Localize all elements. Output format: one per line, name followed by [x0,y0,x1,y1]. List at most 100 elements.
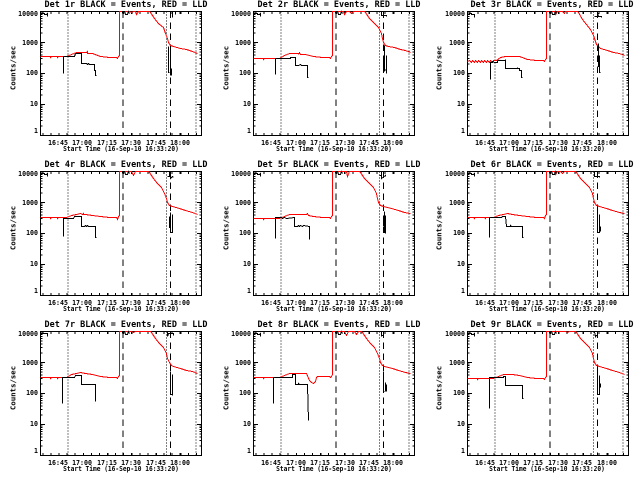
y-tick-label: 10000 [18,170,38,179]
events-curve-seg1 [61,375,96,404]
x-tick-label: 17:30 [547,458,568,467]
panel-det-7r: 16:45 17:00 17:15 17:30 17:45 18:00 1 10 100 1000… [0,320,213,480]
plot-svg-4 [39,170,202,296]
y-tick-label: 10000 [444,10,465,19]
x-tick-label: 17:45 [145,458,166,467]
events-curve-seg0 [253,332,262,337]
x-tick-label: 18:00 [596,298,617,307]
y-tick-label: 10000 [231,330,252,339]
events-curve-seg4 [379,171,387,180]
x-tick-label: 17:15 [523,138,544,147]
x-tick-label: 16:45 [261,298,282,307]
y-tick-label: 1 [460,287,465,296]
x-tick-label: 17:00 [285,138,306,147]
x-tick-label: 16:45 [48,298,68,307]
y-tick-label: 100 [26,229,38,238]
panel-title: Det 2r BLACK = Events, RED = LLD [257,0,421,11]
panel-title: Det 4r BLACK = Events, RED = LLD [44,160,208,171]
events-curve-seg5 [593,171,600,178]
events-curve-seg2 [335,10,344,16]
events-curve-seg2 [335,170,344,176]
axes-frame [39,331,202,456]
x-tick-label: 17:15 [310,138,331,147]
axes-frame [39,11,202,136]
y-axis-label: Counts/sec [221,365,231,411]
plot-svg-5 [253,170,416,296]
y-tick-label: 1000 [22,358,38,367]
y-axis-label: Counts/sec [434,205,444,251]
y-tick-label: 1000 [22,38,38,47]
axes-frame [466,331,629,456]
x-axis-label: Start Time (16-Sep-10 16:33:20) [62,305,179,314]
events-curve-seg4 [166,331,174,337]
events-curve-seg3 [596,370,600,396]
events-curve-seg1 [275,216,311,240]
y-axis-label: Counts/sec [7,45,17,91]
x-tick-label: 16:45 [48,138,68,147]
events-curve-seg2 [121,170,130,176]
lld-curve [467,331,625,381]
y-tick-label: 100 [452,229,465,238]
axes-frame [253,171,416,296]
events-curve-seg1 [62,216,97,239]
y-tick-label: 1000 [448,358,465,367]
x-tick-label: 17:00 [499,298,520,307]
y-tick-label: 1000 [235,38,252,47]
events-curve-seg0 [253,172,262,177]
y-tick-label: 1 [34,447,38,456]
x-tick-label: 17:30 [121,138,142,147]
y-axis-label: Counts/sec [7,205,17,251]
x-tick-label: 16:45 [474,298,495,307]
events-curve-seg1 [275,57,309,79]
x-tick-label: 17:45 [358,458,379,467]
panel-det-3r: 16:45 17:00 17:15 17:30 17:45 18:00 1 10 100 1000… [427,0,640,160]
x-tick-label: 16:45 [261,138,282,147]
y-tick-label: 1 [460,447,465,456]
y-tick-label: 10000 [444,170,465,179]
x-tick-label: 17:30 [334,298,355,307]
events-curve-seg2 [548,10,557,16]
lld-curve [467,171,625,220]
y-tick-label: 100 [452,69,465,78]
x-tick-label: 18:00 [383,138,404,147]
events-curve-seg4 [167,171,174,180]
y-tick-label: 1 [247,127,252,136]
y-tick-label: 10 [243,260,252,269]
x-tick-label: 16:45 [474,138,495,147]
y-axis-label: Counts/sec [434,365,444,411]
x-tick-label: 18:00 [170,458,190,467]
panel-title: Det 9r BLACK = Events, RED = LLD [470,320,634,331]
y-tick-label: 10 [243,100,252,109]
events-curve-seg1 [488,376,524,409]
panel-title: Det 8r BLACK = Events, RED = LLD [257,320,421,331]
x-tick-label: 17:00 [72,458,93,467]
y-axis-label: Counts/sec [221,205,231,251]
events-curve-seg0 [467,13,475,18]
events-curve-seg6 [171,11,176,18]
x-tick-label: 18:00 [383,298,404,307]
events-curve-seg1 [488,216,524,239]
x-tick-label: 17:45 [572,458,593,467]
lld-curve [40,11,198,60]
panel-det-9r: 16:45 17:00 17:15 17:30 17:45 18:00 1 10 100 1000… [427,320,640,480]
events-curve-seg3 [168,212,173,234]
x-tick-label: 17:00 [499,138,520,147]
events-curve-seg3 [383,211,387,234]
panel-det-5r: 16:45 17:00 17:15 17:30 17:45 18:00 1 10 100 1000… [213,160,426,320]
x-tick-label: 17:45 [145,138,166,147]
axes-frame [253,11,416,136]
events-curve-seg1 [62,53,97,77]
panel-title: Det 1r BLACK = Events, RED = LLD [44,0,208,11]
lld-curve [253,331,411,385]
x-tick-label: 17:00 [499,458,520,467]
x-tick-label: 18:00 [596,138,617,147]
x-tick-label: 17:30 [334,458,355,467]
axes-frame [253,331,416,456]
x-tick-label: 17:30 [334,138,355,147]
y-axis-label: Counts/sec [7,365,17,411]
panel-title: Det 6r BLACK = Events, RED = LLD [470,160,634,171]
x-axis-label: Start Time (16-Sep-10 16:33:20) [62,145,179,154]
events-curve-seg1 [273,374,310,421]
x-axis-label: Start Time (16-Sep-10 16:33:20) [275,305,392,314]
y-tick-label: 10000 [444,330,465,339]
